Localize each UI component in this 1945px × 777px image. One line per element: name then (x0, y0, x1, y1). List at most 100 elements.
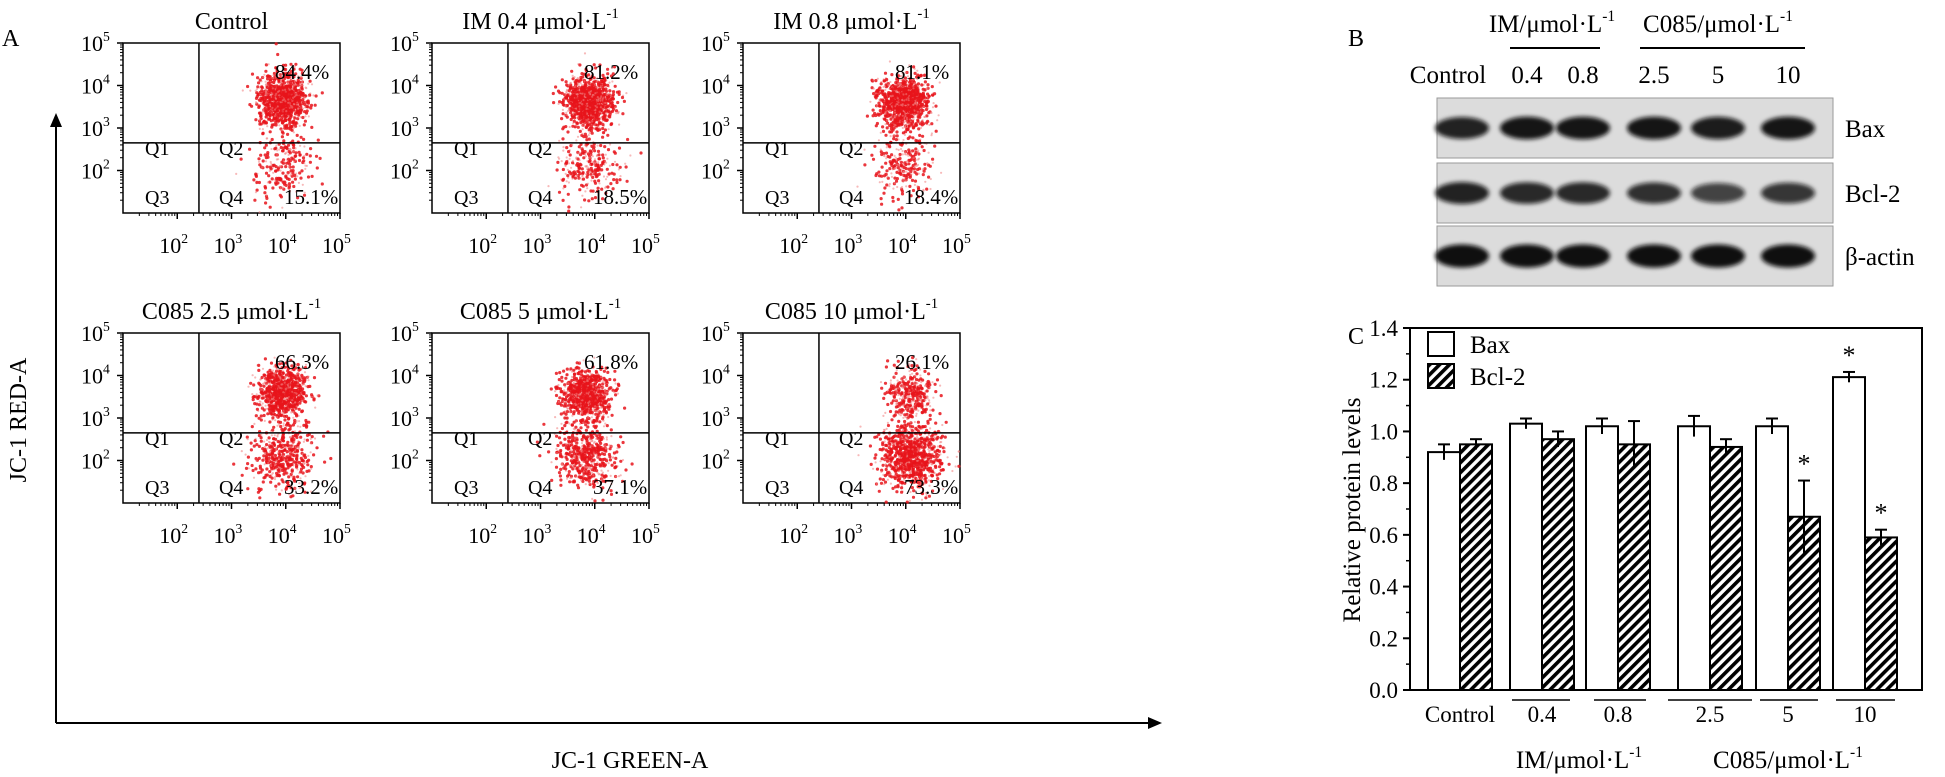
flow-dot (262, 100, 266, 104)
flow-dot (258, 90, 262, 94)
flow-dot (279, 145, 283, 150)
flow-dot (289, 85, 293, 89)
flow-dot (289, 91, 293, 95)
flow-dot (608, 81, 611, 84)
flow-dot (596, 149, 601, 153)
flow-dot (565, 160, 569, 164)
flow-dot (589, 189, 593, 193)
flow-dot (264, 160, 268, 163)
flow-dot (902, 173, 906, 177)
flow-dot (278, 118, 282, 122)
flow-dot (561, 112, 565, 116)
flow-dot (282, 93, 286, 97)
flow-dot (916, 163, 920, 166)
flow-y-tick-label: 103 (701, 114, 730, 141)
flow-dot (872, 79, 875, 82)
flow-dot (905, 160, 908, 163)
flow-dot (586, 182, 590, 185)
flow-dot (883, 71, 888, 75)
flow-dot (624, 165, 628, 169)
flow-dot (562, 146, 565, 149)
flow-dot (569, 117, 573, 122)
flow-dot (572, 112, 575, 115)
flow-dot (268, 130, 272, 134)
flow-dot (581, 132, 584, 135)
flow-dot (581, 177, 586, 181)
flow-dot (606, 157, 609, 160)
flow-dot (301, 156, 306, 160)
flow-dot (271, 113, 275, 117)
flow-dot (562, 125, 566, 129)
flow-dot (590, 131, 594, 135)
flow-dot (297, 98, 301, 102)
flow-dot (581, 124, 584, 127)
flow-quadrant-q4: Q4 (528, 187, 552, 209)
flow-dot (320, 91, 324, 95)
flow-dot (877, 174, 882, 178)
flow-dot (933, 144, 937, 148)
flow-dot (235, 172, 238, 175)
flow-dot (573, 85, 576, 89)
flow-dot (884, 88, 887, 91)
flow-dot (865, 114, 870, 118)
flow-dot (603, 145, 607, 149)
flow-x-tick-label: 102 (468, 231, 497, 258)
flow-dot (318, 156, 322, 160)
flow-dot (571, 74, 574, 77)
flow-dot (250, 104, 254, 108)
flow-dot (303, 191, 306, 194)
flow-dot (570, 166, 573, 169)
flow-dot (614, 106, 617, 109)
flow-dot (607, 128, 610, 131)
flow-dot (895, 134, 899, 138)
flow-dot (563, 184, 567, 188)
flow-dot (580, 206, 583, 209)
flow-dot (299, 108, 303, 112)
flow-dot (261, 480, 265, 484)
flow-dot (921, 96, 925, 100)
flow-x-tick-label: 103 (834, 231, 863, 258)
flow-dot (272, 76, 275, 80)
flow-dot (286, 143, 291, 147)
flow-dot (897, 169, 900, 172)
flow-dot (296, 91, 300, 95)
flow-dot (909, 130, 913, 134)
flow-dot (911, 136, 915, 140)
flow-dot (604, 191, 608, 195)
flow-dot (907, 103, 910, 106)
flow-dot (284, 100, 287, 103)
flow-dot (292, 96, 295, 99)
flow-y-tick-label: 102 (701, 157, 730, 184)
flow-dot (303, 96, 306, 99)
flow-dot (920, 120, 924, 124)
flow-dot (279, 86, 283, 90)
flow-dot (582, 105, 586, 109)
flow-dot (298, 171, 302, 175)
flow-dot (270, 97, 274, 102)
flow-dot (308, 160, 312, 164)
flow-dot (271, 186, 275, 190)
flow-dot (904, 163, 908, 167)
flow-dot (885, 126, 889, 130)
panel-a-x-arrow (1148, 717, 1162, 729)
flow-dot (277, 176, 281, 180)
flow-dot (581, 120, 585, 124)
flow-dot (296, 101, 299, 104)
flow-dot (912, 156, 915, 159)
flow-dot (299, 75, 302, 78)
flow-dot (286, 75, 290, 79)
flow-dot (275, 153, 278, 156)
flow-dot (281, 206, 284, 209)
flow-dot (329, 456, 333, 461)
flow-dot (265, 94, 268, 97)
flow-dot (239, 157, 243, 161)
flow-x-tick-label: 105 (631, 231, 660, 258)
flow-dot (304, 385, 307, 388)
flow-dot (310, 83, 314, 86)
flow-dot (901, 153, 904, 156)
flow-dot (916, 96, 920, 100)
flow-q4-percent: 15.1% (284, 185, 338, 209)
flow-dot (585, 151, 588, 154)
flow-dot (597, 157, 601, 161)
flow-dot (928, 123, 931, 127)
